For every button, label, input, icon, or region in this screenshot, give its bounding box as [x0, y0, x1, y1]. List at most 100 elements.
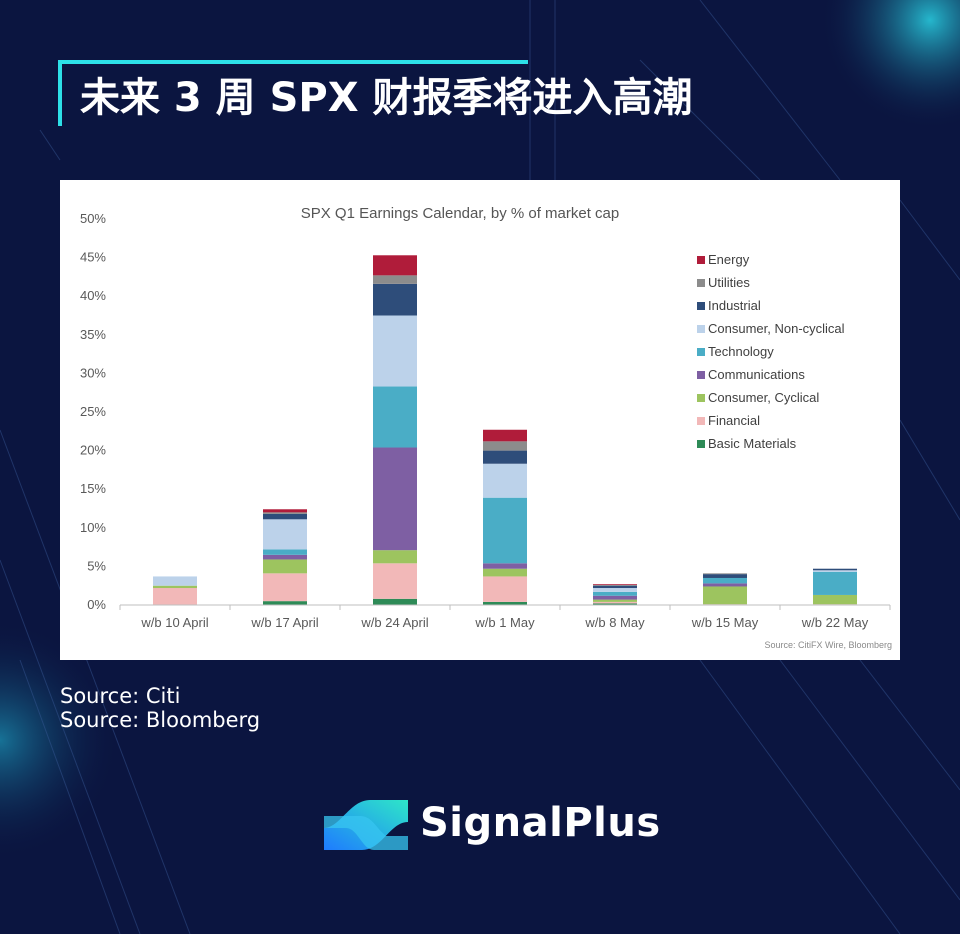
legend-swatch: [697, 417, 705, 425]
legend-swatch: [697, 256, 705, 264]
chart-card: SPX Q1 Earnings Calendar, by % of market…: [60, 180, 900, 660]
bar-segment: [483, 601, 527, 605]
bar-segment: [593, 588, 637, 592]
bar-segment: [373, 386, 417, 448]
bar-segment: [263, 513, 307, 520]
bar-segment: [263, 559, 307, 574]
legend-label: Consumer, Cyclical: [708, 390, 819, 405]
bar-segment: [593, 599, 637, 602]
x-tick-label: w/b 24 April: [360, 615, 428, 630]
y-tick-label: 25%: [80, 404, 106, 419]
bar-segment: [373, 550, 417, 564]
bar-segment: [483, 497, 527, 564]
bar-segment: [153, 576, 197, 586]
bar-segment: [813, 568, 857, 571]
source-line-bloomberg: Source: Bloomberg: [60, 708, 261, 732]
legend-label: Communications: [708, 367, 805, 382]
y-tick-label: 0%: [87, 597, 106, 612]
legend-label: Basic Materials: [708, 436, 797, 451]
y-axis: 0% 5% 10% 15% 20% 25% 30% 35% 40% 45% 50%: [80, 211, 106, 612]
headline-accent-left: [58, 60, 62, 126]
bar-segment: [263, 601, 307, 605]
legend-swatch: [697, 440, 705, 448]
x-tick-label: w/b 1 May: [474, 615, 535, 630]
source-list: Source: Citi Source: Bloomberg: [60, 684, 260, 732]
brand: SignalPlus: [320, 790, 660, 860]
page-title: 未来 3 周 SPX 财报季将进入高潮: [80, 75, 693, 121]
y-tick-label: 15%: [80, 481, 106, 496]
bar-segment: [703, 573, 747, 575]
bar-segment: [593, 585, 637, 589]
y-tick-label: 10%: [80, 520, 106, 535]
bar-segment: [153, 585, 197, 589]
bar-segment: [483, 563, 527, 569]
chart-source-note: Source: CitiFX Wire, Bloomberg: [764, 640, 892, 650]
bar-segment: [703, 583, 747, 587]
bar-segment: [593, 584, 637, 586]
bar-segment: [813, 571, 857, 595]
legend-label: Financial: [708, 413, 760, 428]
bar-segment: [263, 549, 307, 555]
bar-segment: [483, 450, 527, 464]
legend: Energy Utilities Industrial Consumer, Non-c…: [697, 252, 845, 451]
bar-segment: [263, 554, 307, 560]
bar-segment: [703, 577, 747, 584]
x-tick-label: w/b 22 May: [801, 615, 869, 630]
bar-segment: [153, 588, 197, 605]
legend-swatch: [697, 371, 705, 379]
bar-segment: [703, 574, 747, 578]
legend-label: Energy: [708, 252, 750, 267]
bar-segment: [483, 576, 527, 602]
bar-segment: [813, 570, 857, 572]
bar-segment: [483, 441, 527, 451]
bar-segment: [483, 463, 527, 498]
legend-label: Utilities: [708, 275, 750, 290]
chart-title: SPX Q1 Earnings Calendar, by % of market…: [301, 205, 620, 222]
x-tick-label: w/b 8 May: [584, 615, 645, 630]
bar-segment: [373, 255, 417, 276]
bar-segment: [593, 591, 637, 596]
y-tick-label: 45%: [80, 250, 106, 265]
bars: [153, 255, 857, 605]
bar-segment: [373, 275, 417, 284]
y-tick-label: 30%: [80, 365, 106, 380]
y-tick-label: 50%: [80, 211, 106, 226]
x-axis: w/b 10 April w/b 17 April w/b 24 April w/b …: [119, 605, 891, 630]
bar-segment: [263, 512, 307, 514]
bar-segment: [373, 447, 417, 551]
legend-swatch: [697, 348, 705, 356]
bar-segment: [373, 598, 417, 605]
source-line-citi: Source: Citi: [60, 684, 181, 708]
signalplus-logo-icon: [324, 800, 408, 850]
bar-segment: [593, 584, 637, 585]
bar-segment: [483, 429, 527, 442]
bar-segment: [263, 573, 307, 602]
headline-accent-top: [58, 60, 528, 64]
bar-segment: [263, 509, 307, 513]
bar-segment: [813, 594, 857, 605]
x-tick-label: w/b 17 April: [250, 615, 318, 630]
bar-segment: [593, 603, 637, 605]
bar-segment: [373, 563, 417, 599]
legend-swatch: [697, 302, 705, 310]
x-tick-label: w/b 10 April: [140, 615, 208, 630]
legend-label: Technology: [708, 344, 774, 359]
legend-swatch: [697, 394, 705, 402]
y-tick-label: 35%: [80, 327, 106, 342]
bar-segment: [263, 519, 307, 550]
bar-segment: [373, 315, 417, 387]
y-tick-label: 20%: [80, 443, 106, 458]
bar-segment: [593, 601, 637, 604]
legend-label: Consumer, Non-cyclical: [708, 321, 845, 336]
legend-label: Industrial: [708, 298, 761, 313]
y-tick-label: 40%: [80, 288, 106, 303]
x-tick-label: w/b 15 May: [691, 615, 759, 630]
legend-swatch: [697, 279, 705, 287]
bar-segment: [483, 568, 527, 577]
y-tick-label: 5%: [87, 558, 106, 573]
stacked-bar-chart: SPX Q1 Earnings Calendar, by % of market…: [80, 205, 892, 650]
bar-segment: [373, 283, 417, 316]
legend-swatch: [697, 325, 705, 333]
headline-block: 未来 3 周 SPX 财报季将进入高潮: [58, 60, 758, 130]
